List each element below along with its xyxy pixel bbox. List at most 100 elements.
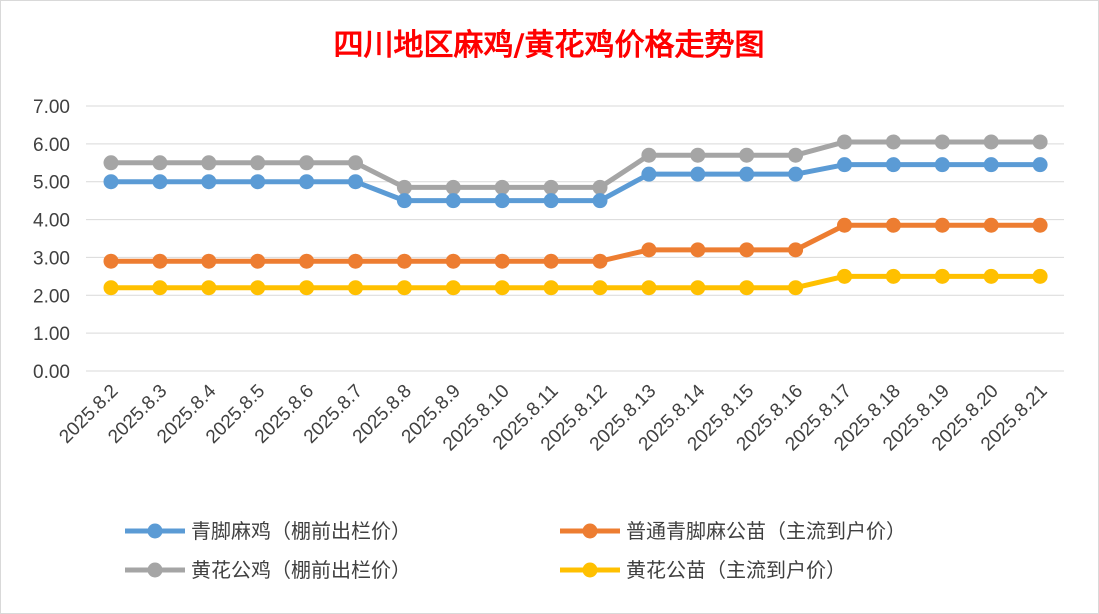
series-line: [111, 139, 1041, 190]
data-point: [103, 280, 119, 296]
data-point: [494, 179, 510, 195]
series-line: [111, 222, 1041, 264]
data-point: [641, 166, 657, 182]
data-point: [152, 155, 168, 171]
legend-item: 普通青脚麻公苗（主流到户价）: [560, 519, 906, 543]
data-point: [445, 253, 461, 269]
data-point: [201, 253, 217, 269]
data-point: [788, 147, 804, 163]
data-point: [641, 280, 657, 296]
chart-title: 四川地区麻鸡/黄花鸡价格走势图: [334, 28, 765, 63]
data-point: [934, 268, 950, 284]
data-point: [690, 166, 706, 182]
data-point: [739, 242, 755, 258]
data-point: [299, 253, 315, 269]
data-point: [983, 217, 999, 233]
data-point: [592, 280, 608, 296]
series-line: [111, 273, 1041, 291]
series-line: [111, 162, 1041, 204]
y-tick-label: 4.00: [33, 211, 70, 232]
legend-label: 青脚麻鸡（棚前出栏价）: [191, 519, 411, 543]
data-point: [592, 193, 608, 209]
data-point: [348, 253, 363, 269]
y-tick-label: 0.00: [33, 362, 70, 383]
series-0: [103, 157, 1048, 209]
data-point: [543, 280, 559, 296]
data-point: [788, 242, 804, 258]
legend-swatch-marker: [147, 562, 163, 578]
data-point: [250, 253, 266, 269]
data-point: [445, 193, 461, 209]
data-point: [201, 174, 217, 190]
data-point: [299, 174, 315, 190]
data-point: [396, 179, 412, 195]
data-point: [1032, 134, 1048, 150]
data-point: [739, 166, 755, 182]
data-point: [494, 193, 510, 209]
gridlines: [86, 105, 1064, 372]
data-point: [201, 280, 217, 296]
legend-item: 黄花公鸡（棚前出栏价）: [125, 558, 411, 582]
data-point: [103, 253, 119, 269]
data-point: [592, 179, 608, 195]
data-point: [103, 155, 119, 171]
data-point: [152, 174, 168, 190]
y-tick-label: 6.00: [33, 135, 70, 156]
data-point: [152, 253, 168, 269]
y-tick-label: 2.00: [33, 286, 70, 307]
data-point: [494, 280, 510, 296]
data-point: [934, 134, 950, 150]
data-point: [348, 174, 363, 190]
data-point: [299, 280, 315, 296]
data-point: [934, 217, 950, 233]
data-point: [1032, 268, 1048, 284]
legend: 青脚麻鸡（棚前出栏价） 普通青脚麻公苗（主流到户价） 黄花公鸡（棚前出栏价） 黄花公苗…: [125, 519, 906, 582]
data-point: [348, 280, 363, 296]
data-point: [201, 155, 217, 171]
data-point: [494, 253, 510, 269]
data-point: [837, 134, 852, 150]
legend-swatch-marker: [582, 523, 598, 539]
legend-item: 青脚麻鸡（棚前出栏价）: [125, 519, 411, 543]
data-point: [837, 217, 852, 233]
data-point: [103, 174, 119, 190]
data-point: [396, 280, 412, 296]
data-point: [348, 155, 363, 171]
data-point: [152, 280, 168, 296]
legend-swatch-marker: [582, 562, 598, 578]
data-point: [885, 268, 901, 284]
series-1: [103, 217, 1048, 269]
series-3: [103, 268, 1048, 296]
x-axis-ticks: 2025.8.22025.8.32025.8.42025.8.52025.8.6…: [55, 380, 1051, 455]
y-axis-ticks: 0.00 1.00 2.00 3.00 4.00 5.00 6.00 7.00: [33, 97, 70, 383]
series-lines: [103, 134, 1048, 296]
data-point: [641, 242, 657, 258]
legend-label: 普通青脚麻公苗（主流到户价）: [626, 519, 906, 543]
y-tick-label: 1.00: [33, 324, 70, 345]
data-point: [641, 147, 657, 163]
data-point: [1032, 217, 1048, 233]
data-point: [690, 280, 706, 296]
data-point: [690, 242, 706, 258]
data-point: [983, 268, 999, 284]
data-point: [299, 155, 315, 171]
data-point: [250, 155, 266, 171]
data-point: [543, 253, 559, 269]
data-point: [837, 268, 852, 284]
data-point: [983, 157, 999, 173]
y-tick-label: 3.00: [33, 248, 70, 269]
data-point: [739, 147, 755, 163]
data-point: [788, 166, 804, 182]
data-point: [543, 179, 559, 195]
data-point: [1032, 157, 1048, 173]
data-point: [543, 193, 559, 209]
y-tick-label: 5.00: [33, 173, 70, 194]
data-point: [396, 253, 412, 269]
data-point: [983, 134, 999, 150]
legend-item: 黄花公苗（主流到户价）: [560, 558, 846, 582]
data-point: [445, 280, 461, 296]
legend-swatch-marker: [147, 523, 163, 539]
data-point: [445, 179, 461, 195]
